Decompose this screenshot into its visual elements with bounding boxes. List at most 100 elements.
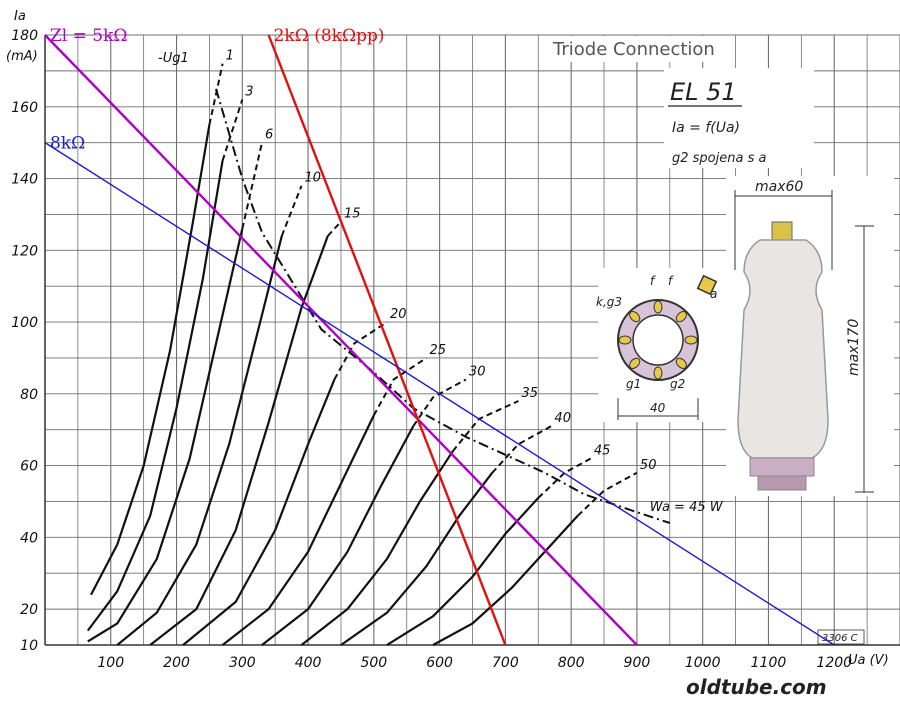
width-dimension-label: max60 <box>755 179 803 195</box>
curve-ug1-30 <box>261 425 415 646</box>
x-tick-label: 900 <box>624 655 651 671</box>
y-tick-label: 140 <box>11 172 38 188</box>
socket-pin <box>675 357 687 369</box>
curve-label-6: 6 <box>265 128 273 143</box>
socket-pin <box>618 335 632 345</box>
curve-ug1-50-dashed <box>577 471 638 517</box>
x-tick-label: 400 <box>295 655 322 671</box>
figure-number: 3306 C <box>822 633 858 644</box>
curve-label-40: 40 <box>554 411 571 426</box>
curve-ug1-10 <box>116 235 283 646</box>
curve-ug1-10-dashed <box>280 185 303 237</box>
curve-label-3: 3 <box>245 85 253 100</box>
x-tick-label: 700 <box>492 655 519 671</box>
title-backdrop <box>552 36 720 62</box>
y-tick-label: 100 <box>11 315 38 331</box>
x-tick-label: 100 <box>97 655 124 671</box>
x-tick-label: 1200 <box>816 655 852 671</box>
curve-label-25: 25 <box>429 343 446 358</box>
curve-ug1-15 <box>149 235 329 646</box>
tube-label: EL 51 <box>670 78 737 106</box>
power-curve-label: Wa = 45 W <box>650 500 724 515</box>
y-tick-label: 160 <box>11 100 38 116</box>
load-line-label-2: 8kΩ <box>50 134 85 154</box>
x-tick-label: 200 <box>163 655 190 671</box>
x-tick-label: 500 <box>360 655 387 671</box>
socket-center <box>632 314 684 366</box>
pin-label-g1: g1 <box>626 377 641 391</box>
load-line-label-0: Zl = 5kΩ <box>50 26 128 46</box>
curve-ug1-1 <box>90 124 211 596</box>
formula-label: Ia = f(Ua) <box>672 120 740 136</box>
pin-label-f1: f <box>650 274 656 288</box>
curve-label-1: 1 <box>226 49 234 64</box>
tube-base-pins <box>757 475 807 491</box>
height-dimension-label: max170 <box>846 319 862 376</box>
socket-pin <box>684 335 698 345</box>
y-tick-label: 10 <box>20 638 38 654</box>
y-tick-label: 60 <box>20 459 38 475</box>
y-tick-label: 120 <box>11 243 38 259</box>
tube-top-cap <box>771 221 793 241</box>
note-label: g2 spojena s a <box>672 151 766 166</box>
axis-ticks: 100 200 300 400 500 600 700 800 900 1000 1100 12001… <box>11 28 852 671</box>
y-tick-label: 20 <box>20 602 38 618</box>
x-tick-label: 300 <box>229 655 256 671</box>
base-diagram: f f a k,g3 g1 g2 40 <box>596 268 728 422</box>
base-dimension-label: 40 <box>650 401 666 415</box>
curve-ug1-35 <box>300 450 454 646</box>
curve-ug1-45-dashed <box>537 457 592 499</box>
curve-ug1-40 <box>340 472 494 646</box>
x-tick-label: 1000 <box>685 655 721 671</box>
tube-base <box>749 457 815 477</box>
curve-ug1-15-dashed <box>327 220 342 237</box>
curve-label-10: 10 <box>305 171 322 186</box>
curve-ug1-6 <box>87 228 244 643</box>
curve-ug1-20 <box>182 379 336 646</box>
y-axis-unit: (mA) <box>6 49 38 64</box>
load-line-1 <box>267 34 507 646</box>
curve-ug1-50 <box>432 515 579 646</box>
tube-envelope <box>737 239 829 459</box>
socket-pin <box>653 366 663 380</box>
pin-label-a: a <box>710 287 717 301</box>
curve-ug1-25 <box>221 414 375 646</box>
curve-ug1-3 <box>86 160 224 632</box>
y-tick-label: 180 <box>11 28 38 44</box>
socket-pin <box>629 357 641 369</box>
curve-ug1-3-dashed <box>221 99 244 161</box>
curve-label-45: 45 <box>594 443 611 458</box>
x-tick-label: 1100 <box>751 655 787 671</box>
watermark: oldtube.com <box>686 675 827 699</box>
curve-label-15: 15 <box>344 207 361 222</box>
load-line-label-1: 2kΩ (8kΩpp) <box>274 26 385 46</box>
anode-cap-symbol <box>696 274 718 296</box>
curve-ug1-6-dashed <box>241 142 263 230</box>
curve-family-label: -Ug1 <box>158 51 189 66</box>
curve-ug1-25-dashed <box>372 357 428 416</box>
pin-label-g2: g2 <box>670 377 685 391</box>
socket-pin <box>675 311 687 323</box>
pin-label-kg3: k,g3 <box>596 295 622 309</box>
curve-ug1-20-dashed <box>333 321 388 380</box>
load-line-0 <box>44 34 638 646</box>
load-line-2 <box>44 142 835 646</box>
chart-title: Triode Connection <box>552 39 715 60</box>
x-tick-label: 600 <box>426 655 453 671</box>
x-tick-label: 800 <box>558 655 585 671</box>
curve-ug1-1-dashed <box>208 63 224 125</box>
load-lines: Zl = 5kΩ 2kΩ (8kΩpp) 8kΩ <box>44 26 835 646</box>
pin-label-f2: f <box>668 274 674 288</box>
tube-drawing: max60 max170 <box>726 176 894 496</box>
curve-ug1-30-dashed <box>412 378 467 427</box>
label-panel <box>664 68 814 168</box>
socket-pin <box>653 300 663 314</box>
y-axis-label: Ia <box>14 9 26 24</box>
curve-label-50: 50 <box>640 458 657 473</box>
curve-ug1-40-dashed <box>491 425 552 474</box>
curve-label-20: 20 <box>390 307 407 322</box>
socket-pin <box>629 311 641 323</box>
y-tick-label: 40 <box>20 530 38 546</box>
